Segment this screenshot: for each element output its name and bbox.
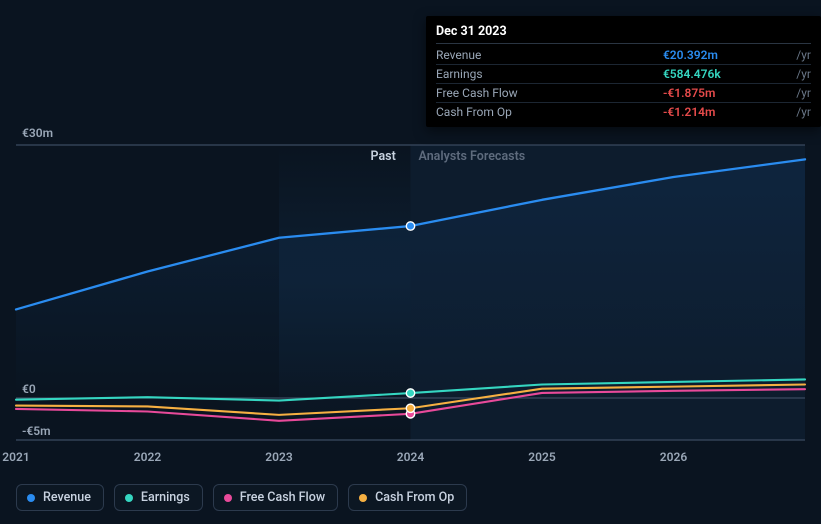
x-tick-label: 2021 [2,450,29,464]
tooltip-row: Cash From Op -€1.214m /yr [436,103,811,122]
tooltip-row-label: Cash From Op [436,103,663,122]
legend-item-cash-from-op[interactable]: Cash From Op [348,484,467,511]
chart-tooltip: Dec 31 2023 Revenue €20.392m /yr Earning… [426,16,821,127]
tooltip-row-label: Free Cash Flow [436,84,663,103]
tooltip-row: Earnings €584.476k /yr [436,65,811,84]
legend-dot-icon [359,494,367,502]
tooltip-row-unit: /yr [796,103,811,122]
chart-legend: Revenue Earnings Free Cash Flow Cash Fro… [16,484,467,511]
tooltip-row-value: €584.476k [663,65,796,84]
legend-item-revenue[interactable]: Revenue [16,484,104,511]
tooltip-row-value: €20.392m [663,46,796,65]
legend-item-earnings[interactable]: Earnings [114,484,203,511]
tooltip-table: Revenue €20.392m /yr Earnings €584.476k … [436,46,811,121]
legend-dot-icon [27,494,35,502]
tooltip-row-unit: /yr [796,84,811,103]
tooltip-row-label: Revenue [436,46,663,65]
x-tick-label: 2022 [134,450,161,464]
x-tick-label: 2026 [660,450,687,464]
legend-item-free-cash-flow[interactable]: Free Cash Flow [213,484,338,511]
x-tick-label: 2025 [528,450,555,464]
tooltip-title: Dec 31 2023 [436,24,811,44]
tooltip-row: Revenue €20.392m /yr [436,46,811,65]
x-tick-label: 2024 [397,450,424,464]
legend-item-label: Free Cash Flow [240,490,325,505]
legend-dot-icon [224,494,232,502]
forecast-section-label: Analysts Forecasts [419,149,526,164]
legend-item-label: Revenue [43,490,91,505]
financials-forecast-chart: €30m €0 -€5m 2021 2022 2023 2024 2025 20… [0,0,821,524]
legend-dot-icon [125,494,133,502]
tooltip-row-unit: /yr [796,65,811,84]
y-tick-label: €30m [22,126,53,140]
y-tick-label: -€5m [22,424,51,438]
tooltip-row-value: -€1.214m [663,103,796,122]
tooltip-row: Free Cash Flow -€1.875m /yr [436,84,811,103]
legend-item-label: Earnings [141,490,190,505]
past-section-label: Past [371,149,396,164]
tooltip-row-label: Earnings [436,65,663,84]
tooltip-row-value: -€1.875m [663,84,796,103]
tooltip-row-unit: /yr [796,46,811,65]
x-tick-label: 2023 [265,450,292,464]
y-tick-label: €0 [22,382,36,396]
legend-item-label: Cash From Op [375,490,454,505]
